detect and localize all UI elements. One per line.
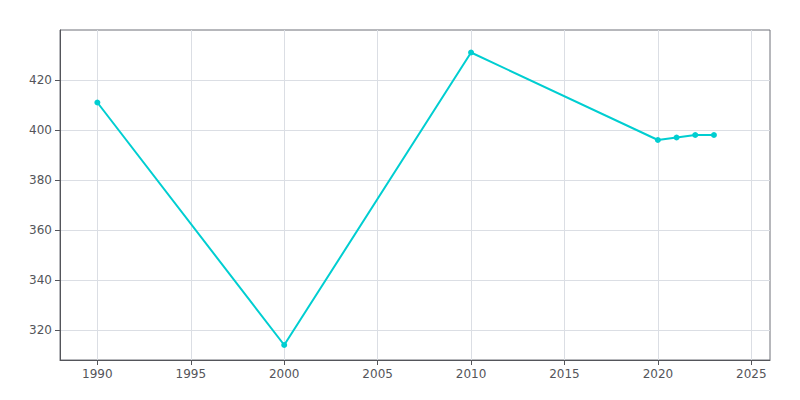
svg-text:380: 380	[29, 173, 52, 187]
svg-text:2010: 2010	[456, 367, 487, 381]
svg-text:1990: 1990	[82, 367, 113, 381]
svg-text:400: 400	[29, 123, 52, 137]
svg-text:420: 420	[29, 73, 52, 87]
svg-text:2005: 2005	[362, 367, 393, 381]
svg-text:2025: 2025	[736, 367, 767, 381]
svg-text:2020: 2020	[643, 367, 674, 381]
svg-text:2000: 2000	[269, 367, 300, 381]
svg-text:340: 340	[29, 273, 52, 287]
svg-text:2015: 2015	[549, 367, 580, 381]
svg-text:320: 320	[29, 323, 52, 337]
svg-text:360: 360	[29, 223, 52, 237]
svg-text:1995: 1995	[176, 367, 207, 381]
